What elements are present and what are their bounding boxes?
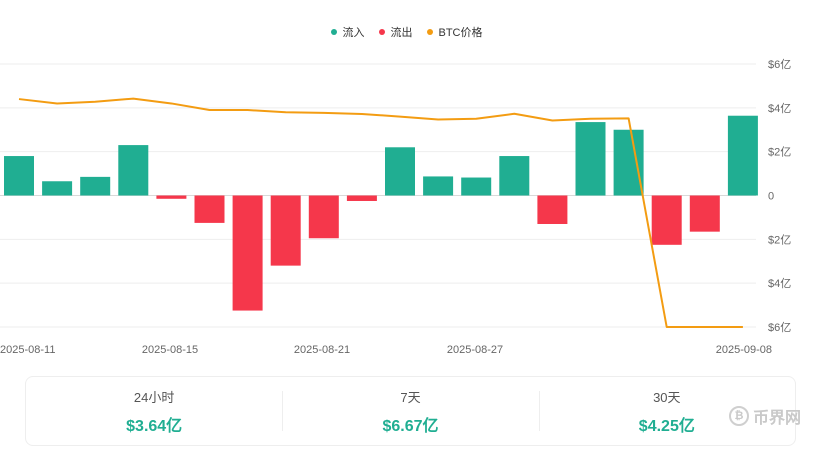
inflow-bar bbox=[423, 176, 454, 196]
outflow-bar bbox=[537, 195, 568, 224]
inflow-bar bbox=[575, 122, 606, 196]
legend-price-dot bbox=[426, 29, 433, 35]
outflow-bar bbox=[156, 195, 187, 199]
inflow-bar bbox=[613, 129, 644, 196]
watermark: ₿ 币界网 bbox=[728, 404, 801, 428]
stat-7d-value: $6.67亿 bbox=[382, 417, 439, 435]
legend-price[interactable]: BTC价格 bbox=[426, 24, 483, 40]
y-tick-label: $6亿 bbox=[768, 321, 791, 334]
outflow-bar bbox=[689, 195, 720, 232]
x-tick-label: 2025-08-27 bbox=[447, 344, 503, 356]
legend-outflow-dot bbox=[378, 29, 385, 35]
inflow-bar bbox=[499, 156, 530, 196]
y-tick-label: $4亿 bbox=[768, 277, 791, 290]
stat-30d-value: $4.25亿 bbox=[638, 417, 695, 435]
flow-chart[interactable]: $6亿 $4亿 $2亿 0 $2亿 $4亿 $6亿 2025-08-11 2025-08-15 2… bbox=[0, 0, 813, 370]
stat-24h-label: 24小时 bbox=[133, 389, 175, 405]
x-tick-label: 2025-08-15 bbox=[142, 344, 198, 356]
x-tick-label: 2025-08-21 bbox=[294, 344, 350, 356]
outflow-bar bbox=[232, 195, 263, 311]
stats-panel: 24小时 $3.64亿 7天 $6.67亿 30天 $4.25亿 bbox=[25, 376, 796, 446]
stat-30d: 30天 $4.25亿 bbox=[538, 377, 795, 445]
legend-price-label: BTC价格 bbox=[438, 27, 483, 39]
stat-7d-label: 7天 bbox=[400, 389, 421, 405]
bitcoin-b-icon: ₿ bbox=[728, 406, 749, 426]
stat-30d-label: 30天 bbox=[653, 389, 681, 405]
x-tick-label: 2025-08-11 bbox=[0, 344, 55, 356]
legend-inflow-label: 流入 bbox=[342, 27, 365, 39]
legend-outflow-label: 流出 bbox=[390, 27, 413, 39]
inflow-bar bbox=[42, 181, 73, 196]
y-tick-label: $4亿 bbox=[768, 102, 791, 115]
y-tick-label: $6亿 bbox=[768, 58, 791, 71]
inflow-bar bbox=[118, 145, 149, 196]
legend-inflow-dot bbox=[330, 29, 337, 35]
legend-inflow[interactable]: 流入 bbox=[330, 24, 365, 40]
y-tick-label: $2亿 bbox=[768, 233, 791, 246]
btc-price-line bbox=[18, 97, 743, 328]
inflow-bar bbox=[461, 177, 492, 196]
stat-24h-value: $3.64亿 bbox=[126, 417, 183, 435]
inflow-bar bbox=[727, 115, 758, 196]
outflow-bar bbox=[346, 195, 377, 201]
inflow-bar bbox=[385, 147, 415, 196]
stat-7d: 7天 $6.67亿 bbox=[282, 377, 538, 445]
inflow-bar bbox=[4, 156, 34, 196]
x-tick-label: 2025-09-08 bbox=[716, 344, 772, 356]
legend-outflow[interactable]: 流出 bbox=[378, 24, 413, 40]
watermark-text: 币界网 bbox=[752, 410, 801, 427]
inflow-bar bbox=[80, 176, 111, 196]
outflow-bar bbox=[194, 195, 225, 223]
stat-24h: 24小时 $3.64亿 bbox=[26, 377, 282, 445]
outflow-bar bbox=[651, 195, 682, 245]
outflow-bar bbox=[308, 195, 339, 239]
chart-legend: 流入 流出 BTC价格 bbox=[0, 24, 813, 40]
outflow-bar bbox=[270, 195, 301, 266]
y-tick-label: $2亿 bbox=[768, 146, 791, 159]
y-tick-label: 0 bbox=[768, 191, 774, 203]
